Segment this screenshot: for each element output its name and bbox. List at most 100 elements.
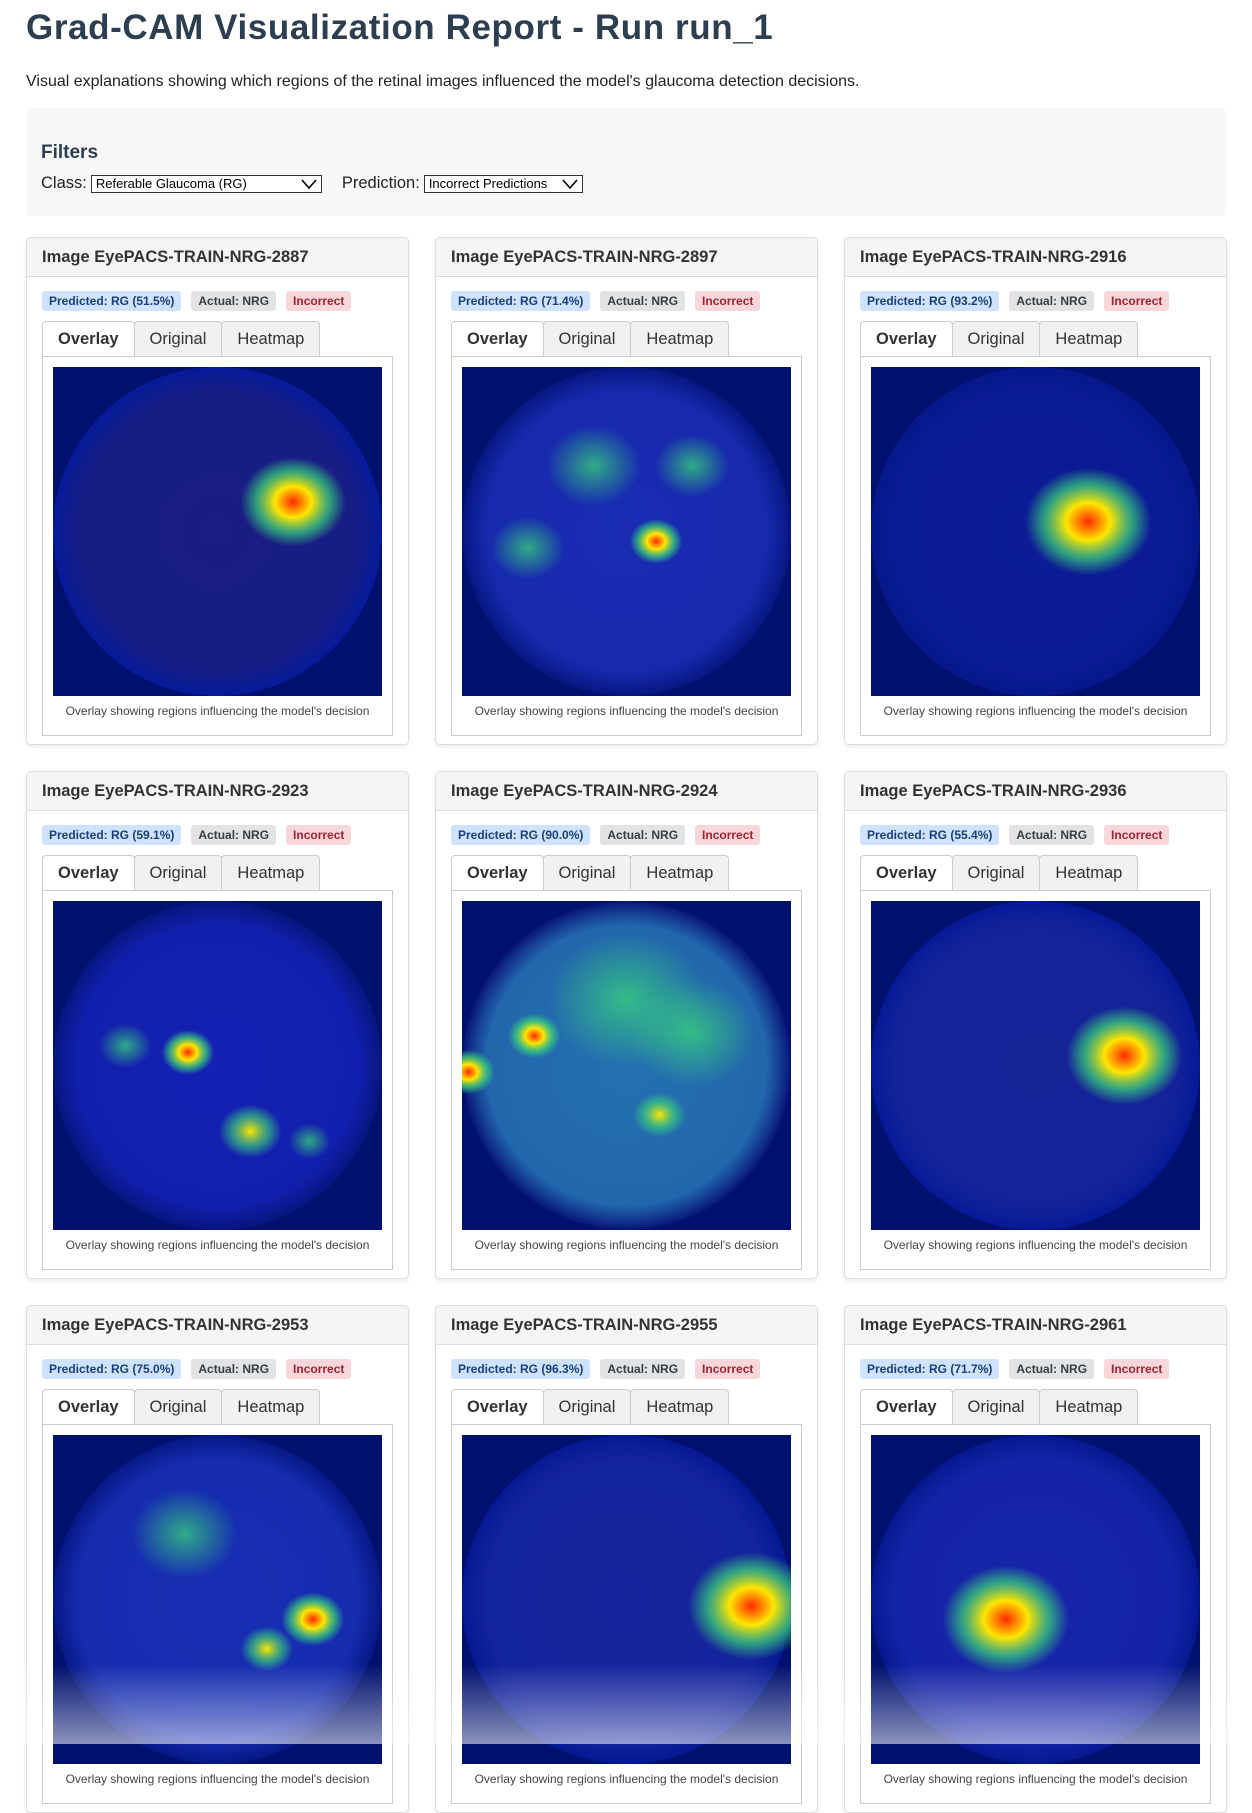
- badge-row: Predicted: RG (90.0%) Actual: NRG Incorr…: [451, 825, 802, 845]
- heatmap-hotspot: [1066, 1006, 1183, 1105]
- view-tabs: Overlay Original Heatmap: [42, 1389, 393, 1424]
- view-tabs: Overlay Original Heatmap: [860, 855, 1211, 890]
- gradcam-overlay-image: [53, 367, 382, 696]
- filters-heading: Filters: [41, 142, 99, 163]
- card-title: Image EyePACS-TRAIN-NRG-2955: [436, 1306, 817, 1345]
- card-body: Predicted: RG (93.2%) Actual: NRG Incorr…: [845, 277, 1226, 736]
- view-tabs: Overlay Original Heatmap: [451, 1389, 802, 1424]
- fundus-heatmap-svg: [462, 901, 791, 1230]
- tab-heatmap[interactable]: Heatmap: [1039, 321, 1139, 356]
- predicted-badge: Predicted: RG (55.4%): [860, 825, 1000, 845]
- chevron-down-icon: [562, 178, 578, 189]
- tab-overlay[interactable]: Overlay: [42, 855, 135, 890]
- card-body: Predicted: RG (71.7%) Actual: NRG Incorr…: [845, 1345, 1226, 1804]
- status-badge: Incorrect: [286, 825, 352, 845]
- actual-badge: Actual: NRG: [600, 1359, 686, 1379]
- status-badge: Incorrect: [1104, 825, 1170, 845]
- fundus-heatmap-svg: [53, 367, 382, 696]
- class-filter-select[interactable]: Referable Glaucoma (RG): [90, 174, 322, 193]
- tab-heatmap[interactable]: Heatmap: [1039, 1389, 1139, 1424]
- tab-original[interactable]: Original: [133, 321, 223, 356]
- fundus-heatmap-svg: [871, 901, 1200, 1230]
- tab-original[interactable]: Original: [542, 855, 632, 890]
- heatmap-hotspot: [655, 434, 730, 498]
- tab-overlay[interactable]: Overlay: [42, 1389, 135, 1424]
- image-caption: Overlay showing regions influencing the …: [474, 704, 779, 718]
- page-subtitle: Visual explanations showing which region…: [26, 73, 860, 90]
- predicted-badge: Predicted: RG (71.7%): [860, 1359, 1000, 1379]
- card-title: Image EyePACS-TRAIN-NRG-2897: [436, 238, 817, 277]
- actual-badge: Actual: NRG: [191, 1359, 277, 1379]
- predicted-badge: Predicted: RG (93.2%): [860, 291, 1000, 311]
- fundus-heatmap-svg: [462, 367, 791, 696]
- tab-original[interactable]: Original: [133, 855, 223, 890]
- heatmap-hotspot: [942, 1565, 1070, 1673]
- image-caption: Overlay showing regions influencing the …: [65, 704, 370, 718]
- report-page: Grad-CAM Visualization Report - Run run_…: [0, 8, 1252, 1813]
- tab-heatmap[interactable]: Heatmap: [221, 855, 321, 890]
- fundus-heatmap-svg: [871, 1435, 1200, 1764]
- tab-heatmap[interactable]: Heatmap: [1039, 855, 1139, 890]
- image-caption: Overlay showing regions influencing the …: [474, 1772, 779, 1786]
- card-body: Predicted: RG (55.4%) Actual: NRG Incorr…: [845, 811, 1226, 1270]
- tab-panel: Overlay showing regions influencing the …: [451, 890, 802, 1270]
- heatmap-hotspot: [629, 518, 683, 564]
- actual-badge: Actual: NRG: [600, 291, 686, 311]
- tab-overlay[interactable]: Overlay: [860, 855, 953, 890]
- gradcam-overlay-image: [462, 901, 791, 1230]
- heatmap-hotspot: [161, 1029, 215, 1075]
- badge-row: Predicted: RG (96.3%) Actual: NRG Incorr…: [451, 1359, 802, 1379]
- image-caption: Overlay showing regions influencing the …: [474, 1238, 779, 1252]
- predicted-badge: Predicted: RG (90.0%): [451, 825, 591, 845]
- gradcam-overlay-image: [462, 367, 791, 696]
- tab-original[interactable]: Original: [133, 1389, 223, 1424]
- tab-original[interactable]: Original: [951, 1389, 1041, 1424]
- tab-panel: Overlay showing regions influencing the …: [860, 1424, 1211, 1804]
- card-title: Image EyePACS-TRAIN-NRG-2916: [845, 238, 1226, 277]
- heatmap-hotspot: [633, 1092, 686, 1138]
- card-body: Predicted: RG (75.0%) Actual: NRG Incorr…: [27, 1345, 408, 1804]
- result-card: Image EyePACS-TRAIN-NRG-2923 Predicted: …: [26, 771, 409, 1279]
- actual-badge: Actual: NRG: [600, 825, 686, 845]
- heatmap-hotspot: [462, 1049, 495, 1095]
- heatmap-hotspot: [218, 1104, 282, 1159]
- tab-overlay[interactable]: Overlay: [451, 1389, 544, 1424]
- tab-heatmap[interactable]: Heatmap: [630, 321, 730, 356]
- tab-panel: Overlay showing regions influencing the …: [42, 1424, 393, 1804]
- image-caption: Overlay showing regions influencing the …: [65, 1238, 370, 1252]
- result-card: Image EyePACS-TRAIN-NRG-2936 Predicted: …: [844, 771, 1227, 1279]
- view-tabs: Overlay Original Heatmap: [451, 855, 802, 890]
- actual-badge: Actual: NRG: [1009, 1359, 1095, 1379]
- tab-heatmap[interactable]: Heatmap: [221, 1389, 321, 1424]
- status-badge: Incorrect: [286, 1359, 352, 1379]
- heatmap-hotspot: [508, 1013, 561, 1059]
- tab-original[interactable]: Original: [542, 321, 632, 356]
- filters-panel: Filters Class: Referable Glaucoma (RG) P…: [26, 108, 1226, 216]
- tab-overlay[interactable]: Overlay: [451, 855, 544, 890]
- predicted-badge: Predicted: RG (59.1%): [42, 825, 182, 845]
- tab-heatmap[interactable]: Heatmap: [630, 855, 730, 890]
- tab-overlay[interactable]: Overlay: [451, 321, 544, 356]
- tab-heatmap[interactable]: Heatmap: [630, 1389, 730, 1424]
- tab-panel: Overlay showing regions influencing the …: [860, 356, 1211, 736]
- tab-overlay[interactable]: Overlay: [860, 1389, 953, 1424]
- badge-row: Predicted: RG (55.4%) Actual: NRG Incorr…: [860, 825, 1211, 845]
- tab-overlay[interactable]: Overlay: [860, 321, 953, 356]
- tab-panel: Overlay showing regions influencing the …: [42, 890, 393, 1270]
- tab-original[interactable]: Original: [951, 321, 1041, 356]
- badge-row: Predicted: RG (59.1%) Actual: NRG Incorr…: [42, 825, 393, 845]
- result-card: Image EyePACS-TRAIN-NRG-2897 Predicted: …: [435, 237, 818, 745]
- tab-original[interactable]: Original: [951, 855, 1041, 890]
- status-badge: Incorrect: [695, 825, 761, 845]
- heatmap-hotspot: [490, 516, 565, 580]
- heatmap-hotspot: [131, 1488, 238, 1579]
- badge-row: Predicted: RG (51.5%) Actual: NRG Incorr…: [42, 291, 393, 311]
- prediction-filter-select[interactable]: Incorrect Predictions: [423, 174, 583, 193]
- tab-heatmap[interactable]: Heatmap: [221, 321, 321, 356]
- tab-original[interactable]: Original: [542, 1389, 632, 1424]
- tab-overlay[interactable]: Overlay: [42, 321, 135, 356]
- view-tabs: Overlay Original Heatmap: [860, 1389, 1211, 1424]
- tab-panel: Overlay showing regions influencing the …: [451, 356, 802, 736]
- heatmap-hotspot: [281, 1592, 345, 1647]
- view-tabs: Overlay Original Heatmap: [42, 855, 393, 890]
